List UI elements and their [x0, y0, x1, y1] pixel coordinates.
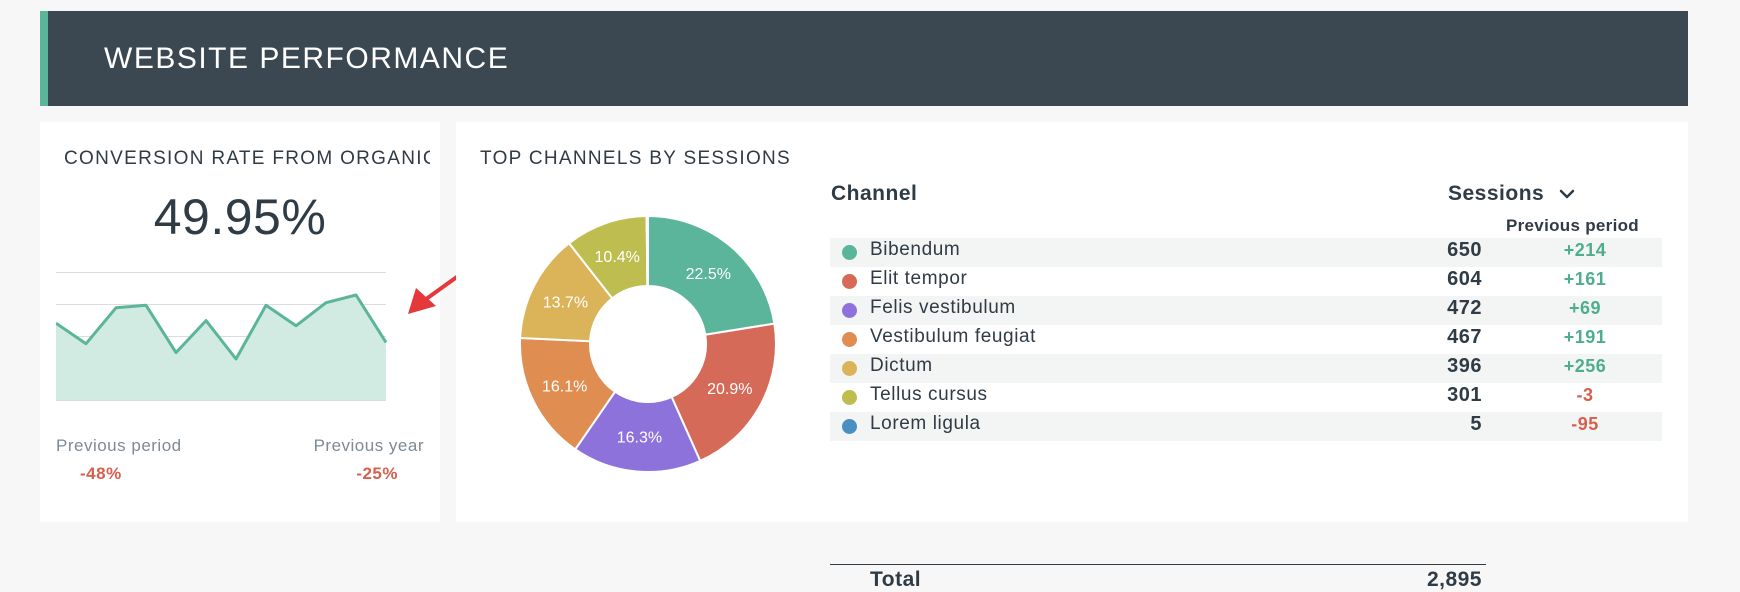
donut-slice-bibendum	[647, 214, 776, 336]
channel-row: Vestibulum feugiat 467 +191	[830, 325, 1662, 354]
total-sessions-value: 2,895	[1426, 568, 1482, 591]
channel-color-dot	[842, 245, 857, 260]
channel-change: +161	[1563, 269, 1607, 289]
column-header-previous-period: Previous period	[1506, 216, 1639, 235]
channels-card-title: TOP CHANNELS BY SESSIONS	[480, 148, 792, 169]
donut-slice-label: 13.7%	[543, 294, 588, 311]
channel-color-dot	[842, 332, 857, 347]
sparkline-area	[56, 295, 386, 400]
channel-change: +69	[1568, 298, 1602, 318]
donut-slice-label: 20.9%	[707, 381, 752, 398]
channel-name: Lorem ligula	[870, 413, 981, 434]
previous-period-label: Previous period	[56, 436, 182, 455]
channel-row: Lorem ligula 5 -95	[830, 412, 1662, 441]
column-header-channel: Channel	[831, 182, 918, 205]
previous-year-label: Previous year	[313, 436, 424, 455]
conversion-card-title: CONVERSION RATE FROM ORGANIC	[64, 148, 430, 169]
channel-color-dot	[842, 361, 857, 376]
channel-name: Dictum	[870, 355, 933, 376]
channel-change: +214	[1563, 240, 1607, 260]
previous-year-value: -25%	[356, 464, 398, 483]
channel-name: Felis vestibulum	[870, 297, 1016, 318]
dashboard-title: WEBSITE PERFORMANCE	[104, 42, 510, 75]
chevron-down-icon	[1559, 189, 1574, 199]
sessions-sort-header[interactable]: Sessions	[1448, 182, 1575, 206]
channel-row: Elit tempor 604 +161	[830, 267, 1662, 296]
channel-row: Dictum 396 +256	[830, 354, 1662, 383]
channels-donut-chart: 22.5% 20.9% 16.3% 16.1% 13.7% 10.4%	[519, 214, 777, 473]
conversion-rate-card: CONVERSION RATE FROM ORGANIC 49.95% Prev…	[40, 122, 440, 522]
channel-sessions: 301	[1447, 384, 1482, 406]
channel-sessions: 604	[1447, 268, 1482, 290]
channel-name: Elit tempor	[870, 268, 968, 289]
previous-period-value: -48%	[80, 464, 122, 483]
donut-slice-label: 16.1%	[542, 378, 587, 395]
donut-slice-label: 16.3%	[617, 430, 662, 447]
total-label: Total	[870, 568, 922, 591]
channel-change: -95	[1571, 414, 1599, 434]
channel-sessions: 5	[1470, 413, 1482, 435]
channel-color-dot	[842, 274, 857, 289]
channel-name: Tellus cursus	[870, 384, 988, 405]
donut-slice-lorem-ligula	[645, 214, 649, 288]
channel-color-dot	[842, 303, 857, 318]
total-divider	[830, 564, 1486, 565]
channel-color-dot	[842, 390, 857, 405]
donut-slice-label: 22.5%	[686, 266, 731, 283]
conversion-rate-value: 49.95%	[153, 189, 327, 245]
channel-row: Bibendum 650 +214	[830, 238, 1662, 267]
channel-name: Bibendum	[870, 239, 961, 260]
channel-row: Tellus cursus 301 -3	[830, 383, 1662, 412]
conversion-sparkline	[56, 272, 388, 401]
channel-change: +191	[1563, 327, 1607, 347]
top-channels-card: TOP CHANNELS BY SESSIONS 22.5% 20.9% 16.3%…	[456, 122, 1688, 591]
channel-sessions: 467	[1447, 326, 1482, 348]
channel-sessions: 650	[1447, 239, 1482, 261]
channel-name: Vestibulum feugiat	[870, 326, 1037, 347]
channel-sessions: 396	[1447, 355, 1482, 377]
channel-change: +256	[1563, 356, 1607, 376]
donut-slice-label: 10.4%	[595, 249, 640, 266]
channel-row: Felis vestibulum 472 +69	[830, 296, 1662, 325]
dashboard-header: WEBSITE PERFORMANCE	[40, 11, 1688, 106]
sparkline-line	[56, 293, 388, 361]
channel-color-dot	[842, 419, 857, 434]
channel-change: -3	[1576, 385, 1594, 405]
column-header-sessions: Sessions	[1448, 182, 1545, 205]
channel-sessions: 472	[1447, 297, 1482, 319]
donut-slice-elit-tempor	[670, 322, 777, 463]
